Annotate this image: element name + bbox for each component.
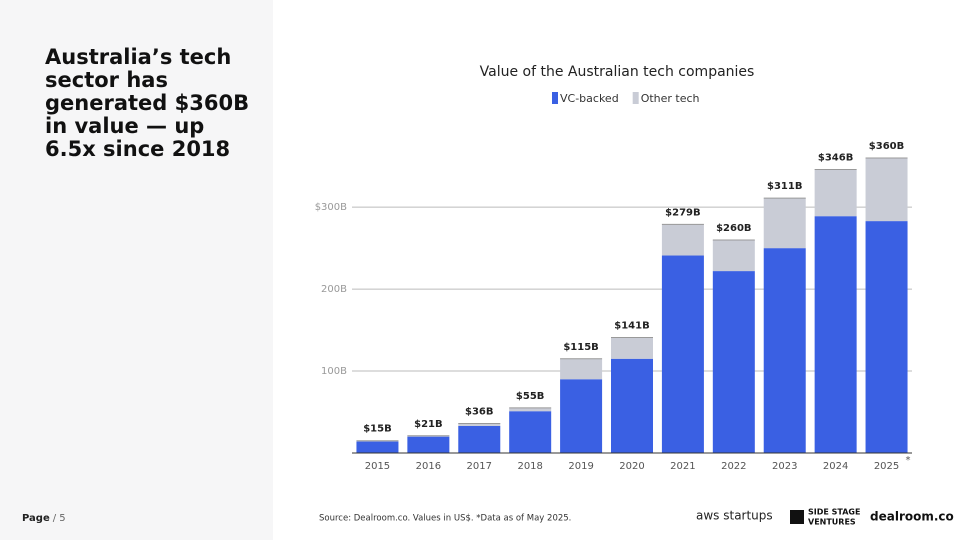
legend-swatch [552, 92, 558, 104]
x-tick-label: 2016 [416, 461, 441, 472]
bar-segment [356, 441, 399, 453]
x-tick-label: 2018 [517, 461, 542, 472]
bar-segment [814, 169, 857, 217]
title-line: generated $360B [45, 91, 249, 115]
x-tick-label: 2017 [467, 461, 492, 472]
title-line: 6.5x since 2018 [45, 137, 230, 161]
bar-segment [407, 436, 450, 453]
legend-label: Other tech [641, 92, 700, 105]
bar-segment [458, 423, 501, 426]
bar-segment [763, 248, 806, 453]
logo: aws startups [696, 509, 773, 523]
total-label: $21B [414, 419, 443, 430]
bar-segment [560, 379, 603, 453]
x-tick-label: 2022 [721, 461, 746, 472]
total-label: $36B [465, 407, 494, 418]
chart-title: Value of the Australian tech companies [480, 64, 755, 80]
total-label: $311B [767, 181, 802, 192]
y-tick-label: 200B [321, 284, 347, 295]
title-line: sector has [45, 68, 168, 92]
logo-icon [790, 510, 804, 524]
bar-segment [611, 358, 653, 453]
bar-segment [661, 224, 704, 256]
x-tick-label: 2019 [568, 461, 593, 472]
bar-segment [661, 255, 704, 453]
bar-segment [865, 158, 908, 222]
total-label: $55B [516, 391, 545, 402]
logo: VENTURES [808, 518, 856, 527]
total-label: $141B [614, 320, 649, 331]
y-tick-label: $300B [315, 202, 347, 213]
total-label: $15B [363, 424, 392, 435]
source: Source: Dealroom.co. Values in US$. *Dat… [319, 514, 571, 524]
x-tick-label: 2021 [670, 461, 695, 472]
bar-segment [509, 411, 552, 453]
annotation: * [906, 455, 911, 466]
x-tick-label: 2025 [874, 461, 899, 472]
total-label: $115B [563, 342, 598, 353]
legend-swatch [632, 92, 639, 104]
total-label: $279B [665, 207, 700, 218]
logo: SIDE STAGE [808, 508, 860, 517]
page-number: / 5 [53, 513, 66, 524]
page-label: Page [22, 513, 50, 524]
x-tick-label: 2023 [772, 461, 797, 472]
title-line: Australia’s tech [45, 45, 231, 69]
logo: dealroom.co [870, 510, 954, 524]
left-panel [0, 0, 273, 540]
page-indicator: Page/ 5 [22, 513, 66, 524]
title-line: in value — up [45, 114, 204, 138]
y-tick-label: 100B [321, 366, 347, 377]
x-tick-label: 2024 [823, 461, 848, 472]
bar-segment [611, 337, 653, 359]
total-label: $260B [716, 223, 751, 234]
legend-label: VC-backed [560, 92, 619, 105]
bar-segment [560, 358, 603, 380]
bar-segment [865, 221, 908, 453]
bar-segment [712, 271, 755, 453]
bar-segment [509, 407, 552, 412]
bar-segment [458, 425, 501, 453]
total-label: $360B [869, 141, 904, 152]
bar-segment [814, 216, 857, 453]
total-label: $346B [818, 152, 853, 163]
bar-segment [763, 198, 806, 249]
bar-segment [712, 239, 755, 272]
x-tick-label: 2015 [365, 461, 390, 472]
x-tick-label: 2020 [619, 461, 644, 472]
legend: VC-backed Other tech [552, 92, 700, 105]
